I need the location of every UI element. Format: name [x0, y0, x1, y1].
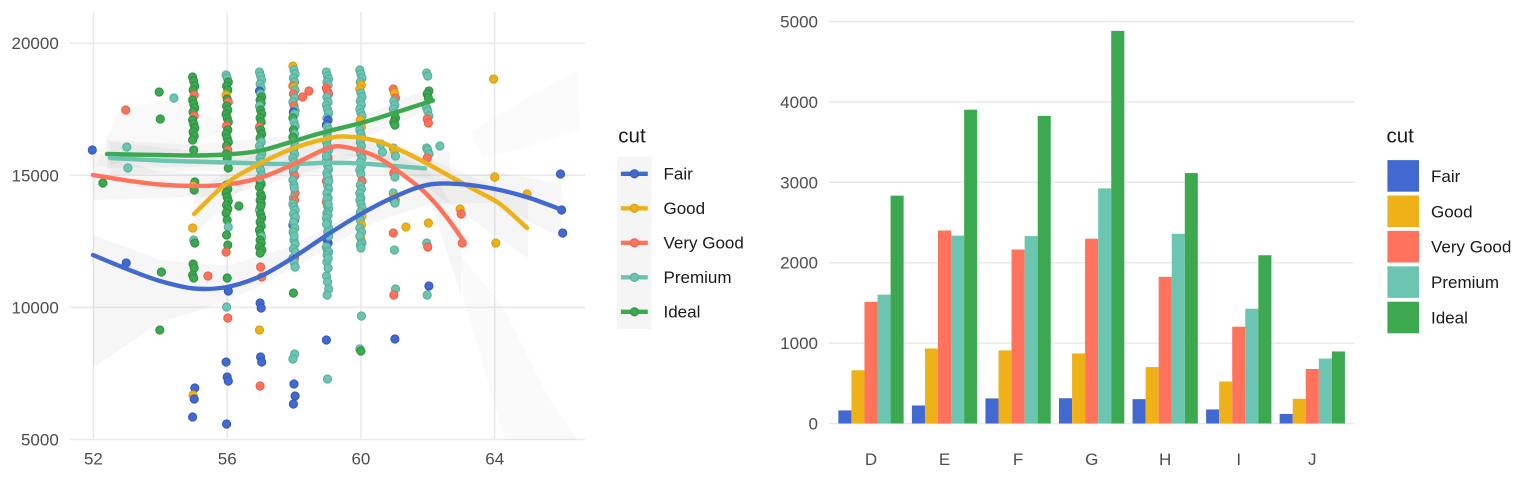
svg-text:Premium: Premium [1431, 273, 1499, 292]
svg-text:56: 56 [218, 450, 237, 469]
svg-text:Very Good: Very Good [664, 234, 744, 253]
svg-text:F: F [1013, 450, 1023, 469]
svg-text:20000: 20000 [12, 34, 59, 53]
svg-text:5000: 5000 [780, 13, 818, 32]
svg-text:Ideal: Ideal [664, 303, 701, 322]
svg-text:E: E [939, 450, 950, 469]
svg-text:10000: 10000 [12, 298, 59, 317]
svg-text:Very Good: Very Good [1431, 238, 1511, 257]
svg-text:J: J [1308, 450, 1317, 469]
svg-text:15000: 15000 [12, 166, 59, 185]
svg-text:G: G [1085, 450, 1098, 469]
svg-text:64: 64 [485, 450, 504, 469]
svg-text:Fair: Fair [664, 165, 694, 184]
svg-text:4000: 4000 [780, 93, 818, 112]
svg-text:Premium: Premium [664, 268, 732, 287]
svg-text:60: 60 [351, 450, 370, 469]
svg-text:D: D [865, 450, 877, 469]
svg-text:cut: cut [618, 125, 646, 148]
svg-text:Ideal: Ideal [1431, 309, 1468, 328]
svg-text:5000: 5000 [21, 431, 59, 450]
svg-text:Good: Good [664, 199, 706, 218]
svg-text:I: I [1236, 450, 1241, 469]
svg-text:Fair: Fair [1431, 167, 1461, 186]
svg-text:0: 0 [809, 415, 818, 434]
svg-text:2000: 2000 [780, 254, 818, 273]
svg-text:52: 52 [84, 450, 103, 469]
svg-text:3000: 3000 [780, 173, 818, 192]
svg-text:H: H [1159, 450, 1171, 469]
svg-text:Good: Good [1431, 202, 1473, 221]
svg-text:cut: cut [1387, 125, 1415, 148]
svg-text:1000: 1000 [780, 334, 818, 353]
